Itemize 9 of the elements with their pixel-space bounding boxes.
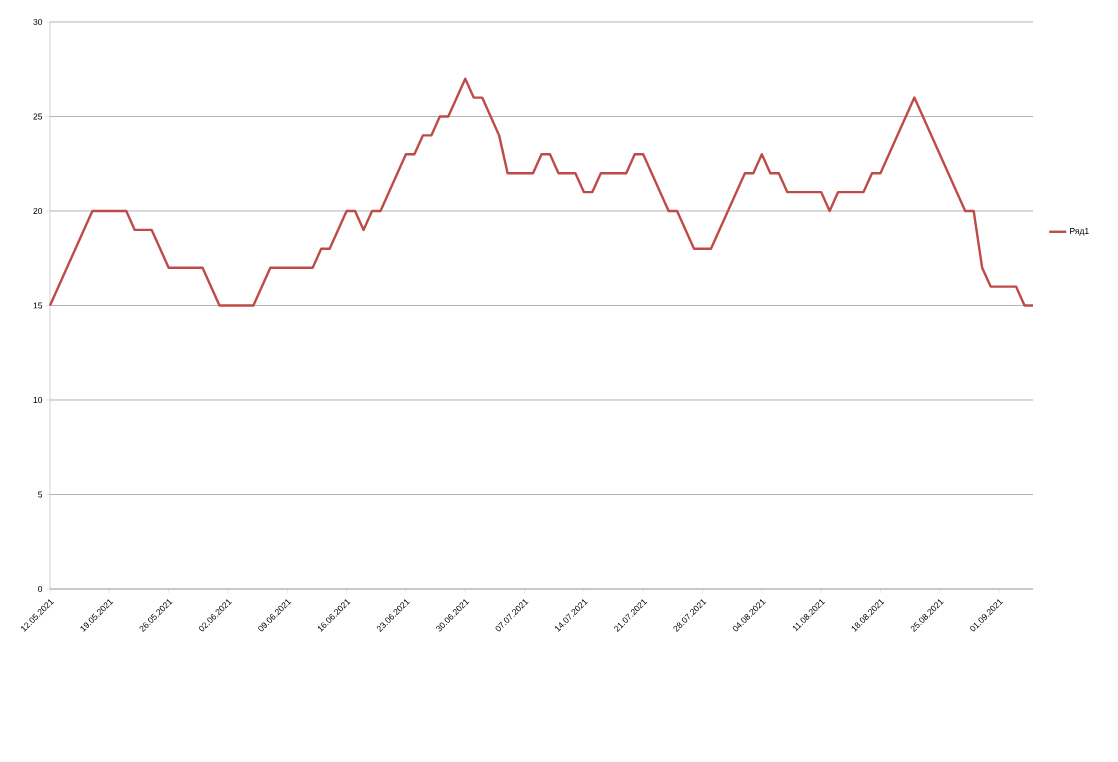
y-tick-label: 10 — [33, 396, 43, 403]
y-tick-label: 0 — [38, 585, 43, 592]
y-tick-label: 30 — [33, 18, 43, 25]
legend-label: Ряд1 — [1070, 228, 1089, 236]
y-tick-label: 25 — [33, 113, 43, 120]
y-tick-label: 5 — [38, 491, 43, 498]
y-tick-label: 15 — [33, 302, 43, 309]
y-tick-label: 20 — [33, 207, 43, 214]
line-series — [48, 77, 1035, 307]
